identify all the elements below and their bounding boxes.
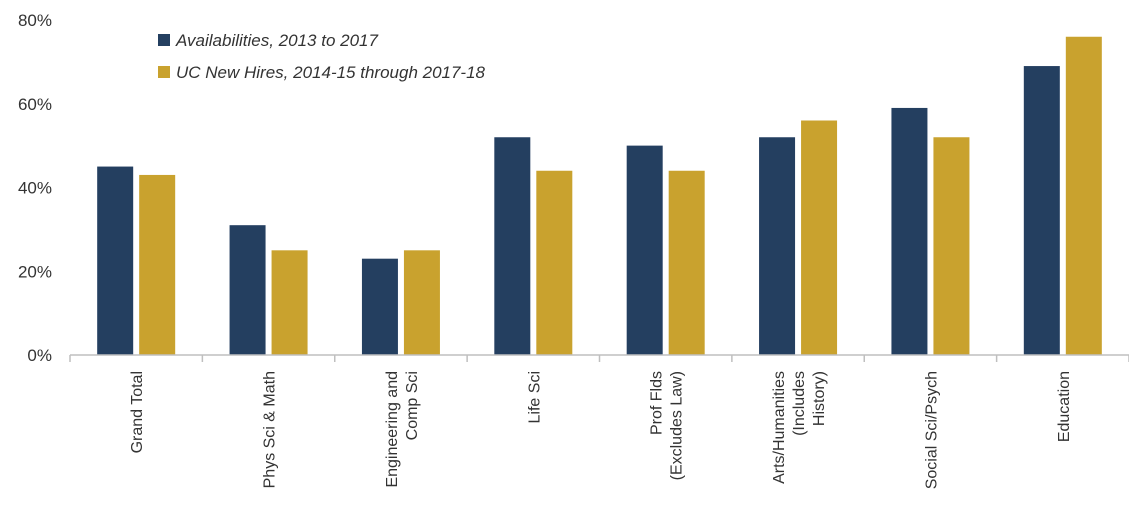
x-category-label-line: Social Sci/Psych bbox=[923, 371, 940, 489]
x-category-label-line: Comp Sci bbox=[404, 371, 421, 440]
bar-series-2 bbox=[668, 170, 705, 355]
bar-series-1 bbox=[626, 145, 663, 355]
bar-series-2 bbox=[139, 174, 176, 355]
x-axis-labels: Grand Total Phys Sci & Math Engineering an… bbox=[69, 355, 1129, 489]
y-tick-label: 60% bbox=[18, 95, 52, 114]
y-tick-label: 40% bbox=[18, 179, 52, 198]
x-category-label-line: Life Sci bbox=[526, 371, 543, 423]
y-tick-label: 0% bbox=[27, 346, 52, 365]
bar-series-2 bbox=[801, 120, 838, 355]
x-category-label-line: Education bbox=[1056, 371, 1073, 442]
bar-series-1 bbox=[97, 166, 134, 355]
x-category-label: Life Sci bbox=[526, 371, 543, 423]
legend-swatch bbox=[158, 34, 170, 46]
legend-swatch bbox=[158, 66, 170, 78]
x-category-label: Arts/Humanities (Includes History) bbox=[771, 371, 828, 484]
bar-series-1 bbox=[891, 107, 928, 355]
x-category-label: Phys Sci & Math bbox=[262, 371, 279, 488]
bar-series-1 bbox=[1023, 66, 1060, 355]
x-category-label: Engineering and Comp Sci bbox=[384, 371, 421, 488]
x-category-label-line: History) bbox=[811, 371, 828, 426]
bar-series-2 bbox=[403, 250, 440, 355]
x-category-label-line: Prof Flds bbox=[649, 371, 666, 435]
bar-series-2 bbox=[933, 137, 970, 355]
bars bbox=[97, 36, 1102, 355]
y-tick-label: 20% bbox=[18, 262, 52, 281]
x-category-label-line: (Includes bbox=[791, 371, 808, 436]
x-category-label: Prof Flds (Excludes Law) bbox=[649, 371, 686, 480]
bar-series-2 bbox=[536, 170, 573, 355]
x-category-label-line: Arts/Humanities bbox=[771, 371, 788, 484]
x-category-label: Education bbox=[1056, 371, 1073, 442]
bar-series-2 bbox=[1065, 36, 1102, 355]
bar-series-1 bbox=[229, 225, 266, 355]
bar-series-2 bbox=[271, 250, 308, 355]
bar-series-1 bbox=[494, 137, 531, 355]
x-category-label: Grand Total bbox=[129, 371, 146, 453]
legend-label: Availabilities, 2013 to 2017 bbox=[175, 31, 378, 50]
x-category-label: Social Sci/Psych bbox=[923, 371, 940, 489]
y-axis: 0% 20% 40% 60% 80% bbox=[18, 11, 52, 365]
legend-label: UC New Hires, 2014-15 through 2017-18 bbox=[176, 63, 486, 82]
y-tick-label: 80% bbox=[18, 11, 52, 30]
x-category-label-line: Phys Sci & Math bbox=[262, 371, 279, 488]
bar-series-1 bbox=[361, 258, 398, 355]
x-category-label-line: Grand Total bbox=[129, 371, 146, 453]
bar-series-1 bbox=[759, 137, 796, 355]
x-category-label-line: (Excludes Law) bbox=[669, 371, 686, 480]
x-category-label-line: Engineering and bbox=[384, 371, 401, 488]
legend: Availabilities, 2013 to 2017 UC New Hires… bbox=[158, 31, 486, 82]
